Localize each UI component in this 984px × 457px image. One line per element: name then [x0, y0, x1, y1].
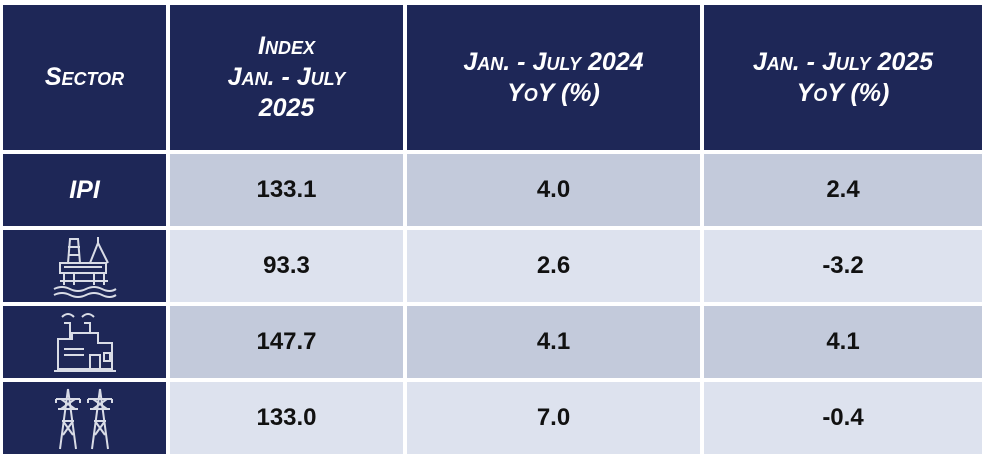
- header-line: Sector: [44, 63, 125, 91]
- header-cell: Jan. - July 2024 YoY (%): [407, 5, 700, 150]
- pylon-icon: [54, 388, 113, 450]
- value-cell: -3.2: [704, 230, 982, 302]
- sector-label: IPI: [69, 175, 100, 204]
- table: Sector Index Jan. - July 2025 Jan. - July …: [3, 5, 982, 454]
- header-line: Jan. - July: [227, 63, 346, 91]
- sector-cell: [3, 306, 166, 378]
- value-cell: -0.4: [704, 382, 982, 454]
- header-cell: Jan. - July 2025 YoY (%): [704, 5, 982, 150]
- value-cell: 4.0: [407, 154, 700, 226]
- sector-cell: [3, 230, 166, 302]
- value-cell: 7.0: [407, 382, 700, 454]
- value-cell: 2.4: [704, 154, 982, 226]
- oil-rig-icon: [53, 237, 117, 298]
- value-cell: 147.7: [170, 306, 403, 378]
- header-line: YoY (%): [507, 78, 600, 107]
- value-cell: 4.1: [704, 306, 982, 378]
- value-cell: 133.1: [170, 154, 403, 226]
- value-cell: 4.1: [407, 306, 700, 378]
- header-cell: Index Jan. - July 2025: [170, 5, 403, 150]
- factory-icon: [53, 313, 116, 372]
- sector-cell: [3, 382, 166, 454]
- value-cell: 93.3: [170, 230, 403, 302]
- header-line: YoY (%): [796, 78, 890, 107]
- header-line: 2025: [258, 94, 315, 122]
- value-cell: 133.0: [170, 382, 403, 454]
- header-line: Jan. - July 2025: [752, 47, 934, 76]
- header-line: Index: [258, 32, 315, 60]
- header-line: Jan. - July 2024: [463, 47, 644, 76]
- value-cell: 2.6: [407, 230, 700, 302]
- sector-cell: IPI: [3, 154, 166, 226]
- header-cell: Sector: [3, 5, 166, 150]
